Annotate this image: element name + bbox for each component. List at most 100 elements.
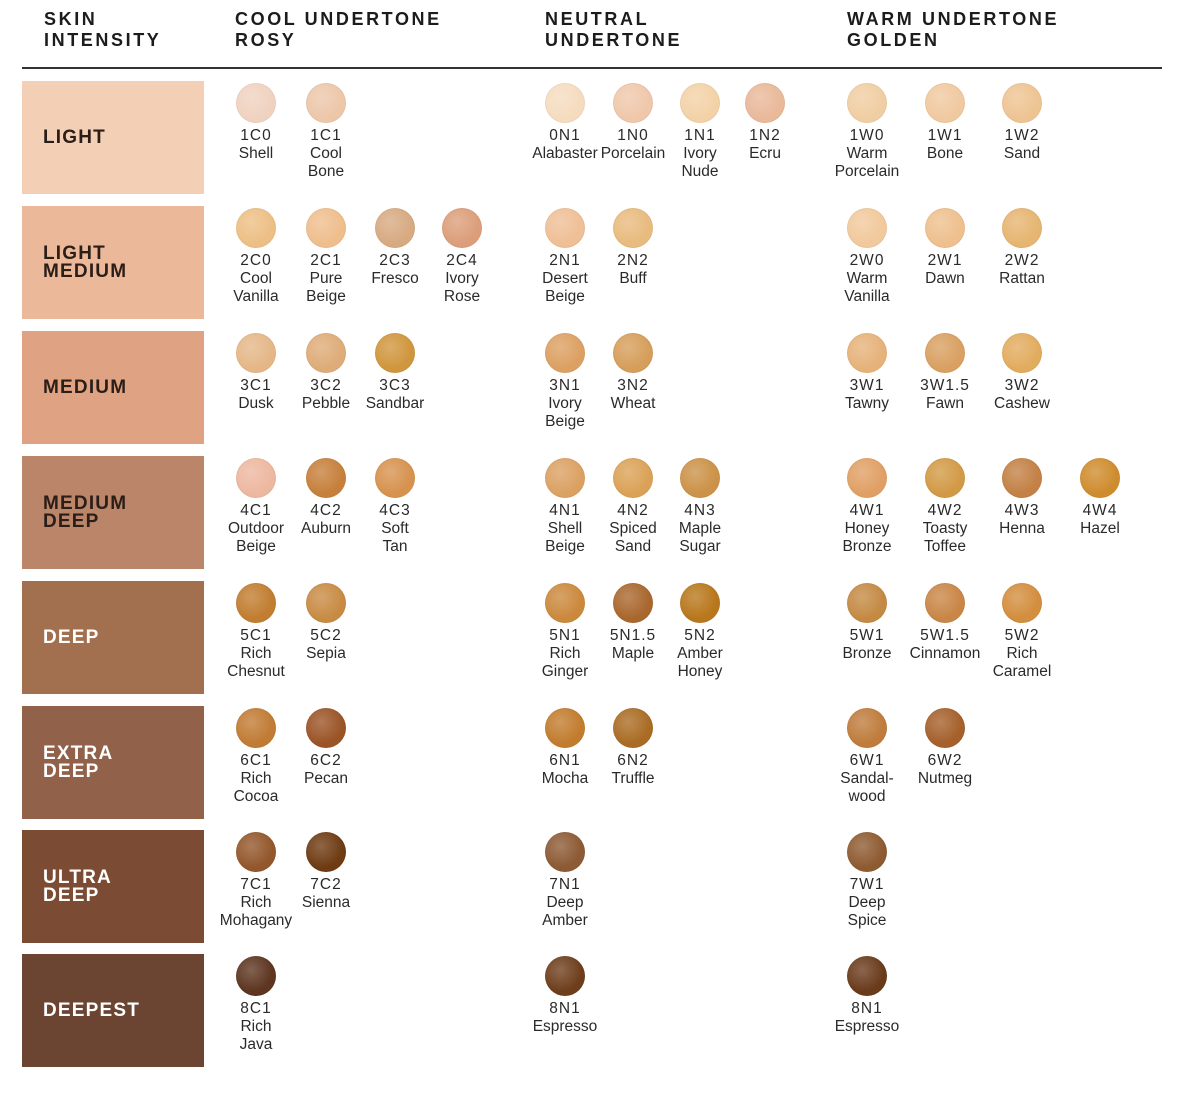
shade-warm: 6W2 Nutmeg [895, 708, 995, 788]
shade-swatch [545, 583, 585, 623]
shade-name: Ivory Nude [681, 145, 719, 180]
shade-cool: 1C1 Cool Bone [276, 83, 376, 181]
shade-cool: 6C1 Rich Cocoa [206, 708, 306, 806]
intensity-label: DEEP [22, 581, 204, 694]
shade-code: 6N1 [549, 752, 581, 769]
shade-code: 5C1 [240, 627, 272, 644]
shade-swatch [545, 458, 585, 498]
intensity-label: LIGHT [22, 81, 204, 194]
shade-cool: 5C1 Rich Chesnut [206, 583, 306, 681]
shade-warm: 4W1 Honey Bronze [817, 458, 917, 556]
shade-cool: 3C2 Pebble [276, 333, 376, 413]
shade-code: 4W3 [1004, 502, 1040, 519]
intensity-label: ULTRA DEEP [22, 830, 204, 943]
shade-swatch [847, 708, 887, 748]
shade-swatch [375, 333, 415, 373]
shade-code: 4C3 [379, 502, 411, 519]
shade-swatch [613, 458, 653, 498]
shade-cool: 4C3 Soft Tan [345, 458, 445, 556]
shade-name: Soft Tan [381, 520, 409, 555]
shade-name: Shell Beige [545, 520, 585, 555]
shade-code: 5N1.5 [609, 627, 657, 644]
shade-name: Rich Ginger [541, 645, 589, 680]
shade-code: 2W0 [849, 252, 885, 269]
shade-code: 3C3 [379, 377, 411, 394]
shade-code: 4W2 [927, 502, 963, 519]
shade-code: 3W1.5 [920, 377, 970, 394]
shade-swatch [847, 956, 887, 996]
shade-name: Sienna [301, 894, 351, 911]
shade-code: 4N2 [617, 502, 649, 519]
shade-swatch [306, 83, 346, 123]
header-skin-intensity: SKIN INTENSITY [44, 9, 162, 50]
shade-name: Shell [238, 145, 274, 162]
shade-swatch [925, 208, 965, 248]
shade-swatch [1002, 583, 1042, 623]
shade-neutral: 1N2 Ecru [715, 83, 815, 163]
shade-neutral: 4N2 Spiced Sand [583, 458, 683, 556]
shade-code: 3N2 [617, 377, 649, 394]
shade-name: Cool Vanilla [233, 270, 279, 305]
shade-name: Dusk [238, 395, 274, 412]
shade-warm: 7W1 Deep Spice [817, 832, 917, 930]
shade-swatch [847, 208, 887, 248]
shade-code: 3C2 [310, 377, 342, 394]
shade-name: Hazel [1080, 520, 1120, 537]
shade-name: Bronze [842, 645, 892, 662]
shade-name: Cinnamon [909, 645, 981, 662]
shade-warm: 4W2 Toasty Toffee [895, 458, 995, 556]
shade-neutral: 8N1 Espresso [515, 956, 615, 1036]
shade-swatch [847, 583, 887, 623]
shade-swatch [236, 956, 276, 996]
shade-warm: 3W1.5 Fawn [895, 333, 995, 413]
shade-code: 2C3 [379, 252, 411, 269]
shade-neutral: 1N1 Ivory Nude [650, 83, 750, 181]
intensity-label: MEDIUM [22, 331, 204, 444]
shade-swatch [236, 83, 276, 123]
shade-swatch [745, 83, 785, 123]
shade-neutral: 6N2 Truffle [583, 708, 683, 788]
shade-code: 6C1 [240, 752, 272, 769]
shade-name: Bone [926, 145, 964, 162]
shade-swatch [613, 333, 653, 373]
shade-name: Espresso [834, 1018, 900, 1035]
shade-swatch [680, 458, 720, 498]
shade-neutral: 2N1 Desert Beige [515, 208, 615, 306]
shade-code: 0N1 [549, 127, 581, 144]
shade-swatch [847, 458, 887, 498]
shade-name: Warm Vanilla [844, 270, 890, 305]
shade-swatch [925, 83, 965, 123]
shade-name: Cashew [994, 395, 1050, 412]
shade-swatch [236, 458, 276, 498]
shade-neutral: 4N3 Maple Sugar [650, 458, 750, 556]
shade-swatch [925, 333, 965, 373]
intensity-label: LIGHT MEDIUM [22, 206, 204, 319]
shade-cool: 8C1 Rich Java [206, 956, 306, 1054]
shade-code: 5N2 [684, 627, 716, 644]
shade-swatch [306, 583, 346, 623]
shade-swatch [1002, 458, 1042, 498]
shade-name: Pebble [301, 395, 351, 412]
shade-swatch [375, 458, 415, 498]
shade-name: Dawn [925, 270, 965, 287]
intensity-label: EXTRA DEEP [22, 706, 204, 819]
shade-code: 2C0 [240, 252, 272, 269]
shade-name: Pure Beige [306, 270, 346, 305]
shade-warm: 4W4 Hazel [1050, 458, 1150, 538]
shade-cool: 6C2 Pecan [276, 708, 376, 788]
shade-code: 2N1 [549, 252, 581, 269]
shade-warm: 5W2 Rich Caramel [972, 583, 1072, 681]
shade-warm: 1W2 Sand [972, 83, 1072, 163]
shade-code: 8C1 [240, 1000, 272, 1017]
shade-swatch [545, 83, 585, 123]
shade-name: Mocha [541, 770, 589, 787]
shade-neutral: 3N1 Ivory Beige [515, 333, 615, 431]
shade-cool: 4C1 Outdoor Beige [206, 458, 306, 556]
shade-name: Rich Cocoa [233, 770, 279, 805]
shade-code: 7C1 [240, 876, 272, 893]
shade-warm: 6W1 Sandal- wood [817, 708, 917, 806]
shade-code: 1N0 [617, 127, 649, 144]
shade-name: Buff [619, 270, 647, 287]
shade-swatch [375, 208, 415, 248]
shade-warm: 2W1 Dawn [895, 208, 995, 288]
